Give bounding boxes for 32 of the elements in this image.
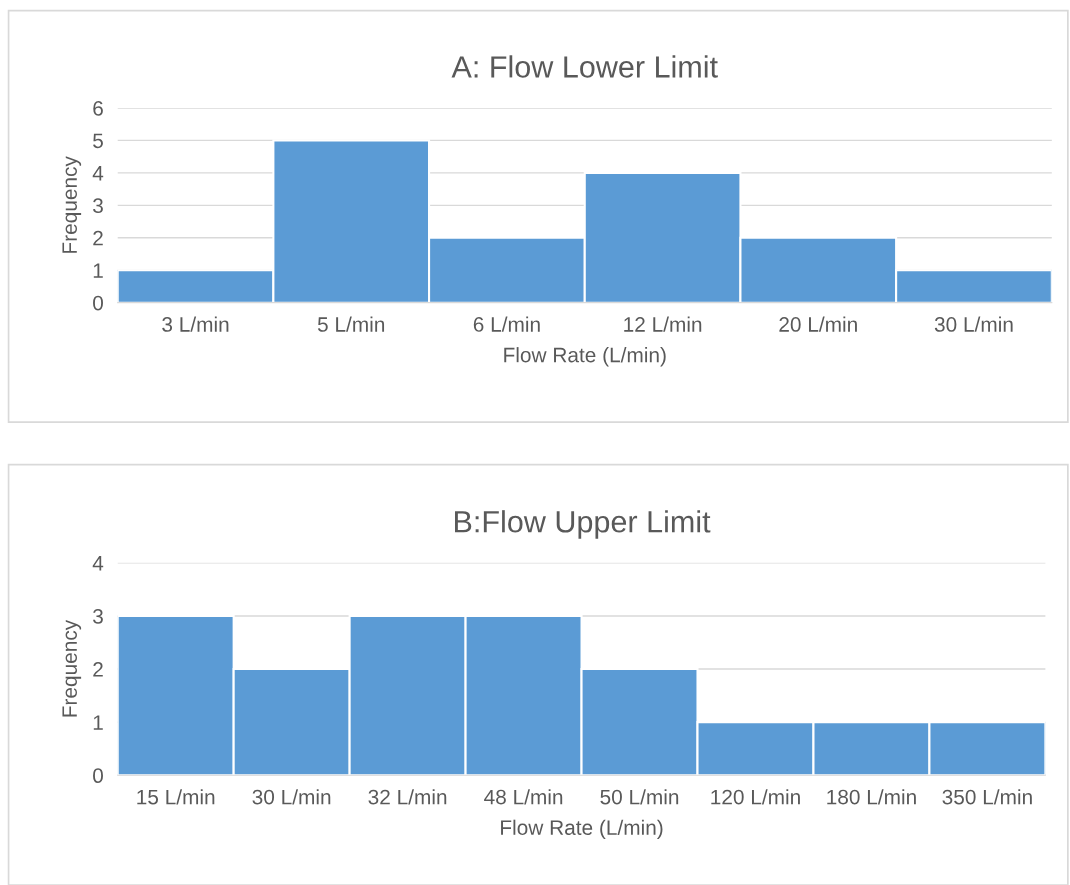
- chart-title: B:Flow Upper Limit: [455, 510, 711, 539]
- y-axis-title: Frequency: [62, 156, 82, 253]
- y-tick-label: 1: [93, 715, 103, 730]
- x-axis-title: Flow Rate (L/min): [504, 347, 666, 367]
- y-tick-label: 3: [93, 608, 103, 624]
- y-tick-label: 4: [92, 556, 104, 571]
- y-tick-label: 0: [93, 295, 103, 311]
- x-tick-label: 180 L/min: [827, 789, 916, 805]
- y-tick-label: 0: [93, 768, 103, 784]
- y-tick-label: 2: [93, 230, 103, 246]
- x-tick-label: 30 L/min: [252, 789, 331, 805]
- x-tick-label: 120 L/min: [711, 789, 800, 805]
- y-tick-label: 3: [93, 198, 103, 214]
- y-tick-label: 6: [93, 100, 103, 116]
- x-tick-label: 12 L/min: [624, 316, 702, 332]
- chart-title: A: Flow Lower Limit: [451, 55, 718, 78]
- y-tick-label: 1: [93, 263, 103, 278]
- y-axis-title: Frequency: [62, 619, 82, 717]
- x-tick-label: 30 L/min: [934, 316, 1013, 332]
- x-tick-label: 32 L/min: [368, 789, 447, 805]
- y-tick-label: 2: [93, 662, 103, 677]
- y-tick-label: 5: [93, 133, 103, 149]
- x-tick-label: 3 L/min: [162, 316, 229, 332]
- x-tick-label: 15 L/min: [137, 789, 215, 805]
- x-axis-title: Flow Rate (L/min): [501, 819, 663, 840]
- x-tick-label: 5 L/min: [317, 316, 385, 332]
- x-tick-label: 6 L/min: [473, 316, 540, 332]
- x-tick-label: 50 L/min: [600, 789, 679, 805]
- x-tick-label: 20 L/min: [779, 316, 857, 332]
- y-tick-label: 4: [92, 166, 104, 181]
- x-tick-label: 48 L/min: [484, 789, 563, 805]
- x-tick-label: 350 L/min: [942, 789, 1032, 805]
